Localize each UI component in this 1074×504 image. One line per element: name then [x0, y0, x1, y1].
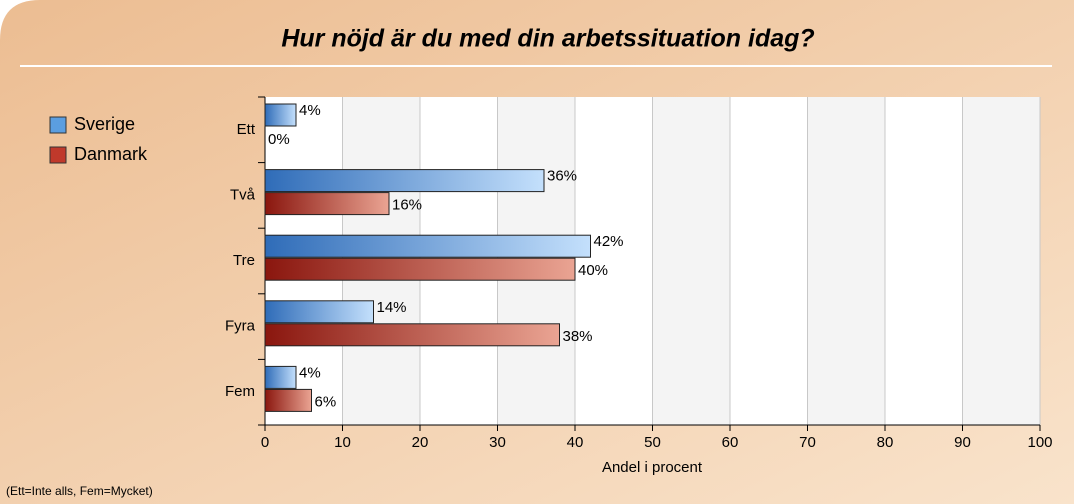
value-label: 36%: [547, 168, 577, 185]
value-label: 38%: [563, 328, 593, 345]
value-label: 42%: [594, 233, 624, 250]
bar: [264, 365, 297, 389]
grid-band: [652, 97, 730, 425]
x-tick-label: 40: [567, 434, 584, 451]
bar: [264, 300, 374, 324]
value-label: 16%: [392, 197, 422, 214]
x-axis-title: Andel i procent: [602, 459, 703, 476]
bar: [264, 103, 297, 127]
x-tick-label: 50: [644, 434, 661, 451]
chart-title: Hur nöjd är du med din arbetssituation i…: [281, 25, 814, 53]
bar: [264, 257, 576, 281]
x-tick-label: 100: [1027, 434, 1052, 451]
x-tick-label: 30: [489, 434, 506, 451]
x-tick-label: 70: [799, 434, 816, 451]
value-label: 0%: [268, 131, 290, 148]
x-tick-label: 20: [412, 434, 429, 451]
legend-label: Sverige: [74, 114, 135, 134]
y-tick-label: Fem: [225, 383, 255, 400]
bar: [264, 388, 312, 412]
y-tick-label: Ett: [237, 121, 256, 138]
legend-swatch: [49, 116, 67, 134]
x-tick-label: 80: [877, 434, 894, 451]
legend-swatch: [49, 146, 67, 164]
y-tick-label: Tre: [233, 252, 255, 269]
value-label: 4%: [299, 102, 321, 119]
value-label: 40%: [578, 262, 608, 279]
legend-label: Danmark: [74, 144, 148, 164]
y-tick-label: Två: [230, 186, 256, 203]
y-tick-label: Fyra: [225, 318, 256, 335]
bar: [264, 323, 560, 347]
grid-band: [962, 97, 1040, 425]
bar: [264, 234, 591, 258]
x-tick-label: 10: [334, 434, 351, 451]
x-tick-label: 90: [954, 434, 971, 451]
footnote: (Ett=Inte alls, Fem=Mycket): [6, 484, 153, 498]
value-label: 14%: [377, 299, 407, 316]
x-tick-label: 60: [722, 434, 739, 451]
grid-band: [807, 97, 885, 425]
bar: [264, 169, 545, 193]
x-tick-label: 0: [261, 434, 269, 451]
value-label: 6%: [315, 393, 337, 410]
bar: [264, 192, 390, 216]
value-label: 4%: [299, 364, 321, 381]
